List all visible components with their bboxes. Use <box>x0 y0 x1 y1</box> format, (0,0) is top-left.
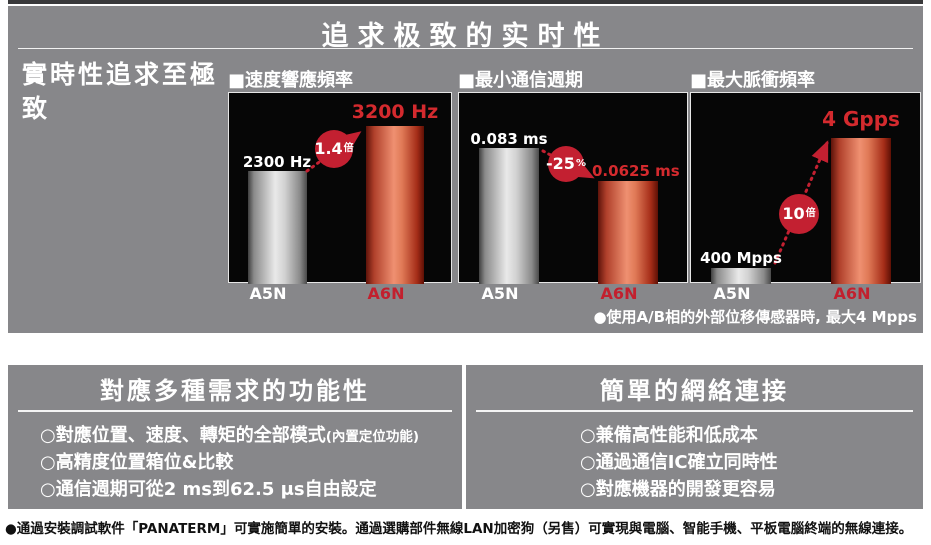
chart2-panel: 0.083 ms 0.0625 ms -25% <box>458 92 688 284</box>
list-item: ○通信週期可從2 ms到62.5 μs自由設定 <box>40 475 377 501</box>
charts-footnote: ●使用A/B相的外部位移傳感器時, 最大4 Mpps <box>593 308 917 326</box>
list-item-text: ○通信週期可從2 ms到62.5 μs自由設定 <box>40 479 377 500</box>
network-box: 簡單的網絡連接 ○兼備高性能和低成本 ○通過通信IC確立同時性 ○對應機器的開發… <box>466 365 923 509</box>
list-item: ○對應機器的開發更容易 <box>580 475 776 501</box>
a5n-bar <box>479 148 539 284</box>
badge-main: -25 <box>546 154 575 173</box>
chart3-panel: 400 Mpps 4 Gpps 10 倍 <box>690 92 921 284</box>
section-title: 追求极致的实时性 <box>321 21 610 52</box>
ratio-badge: 1.4 倍 <box>314 130 354 168</box>
functions-box-title: 對應多種需求的功能性 <box>100 377 370 405</box>
a6n-value: 3200 Hz <box>351 101 439 123</box>
list-item: ○兼備高性能和低成本 <box>580 421 758 447</box>
chart1-a6n-label: A6N <box>367 284 405 303</box>
bottom-note: ●通過安裝調試軟件「PANATERM」可實施簡單的安裝。通過選購部件無線LAN加… <box>5 521 913 537</box>
badge-suffix: % <box>575 158 586 169</box>
chart2-a6n-label: A6N <box>600 284 638 303</box>
chart1-panel: 2300 Hz 3200 Hz 1.4 倍 <box>228 92 452 284</box>
ratio-badge: 10 倍 <box>779 194 819 234</box>
a5n-value: 2300 Hz <box>242 153 312 171</box>
chart1-header: ■速度響應頻率 <box>228 70 354 91</box>
a6n-bar <box>831 138 891 284</box>
realtime-section: 追求极致的实时性 實時性追求至極致 ■速度響應頻率 ■最小通信週期 ■最大脈衝頻… <box>8 6 923 333</box>
list-item: ○通過通信IC確立同時性 <box>580 448 778 474</box>
section-label: 實時性追求至極致 <box>22 60 219 123</box>
network-box-title: 簡單的網絡連接 <box>600 377 789 405</box>
badge-main: 10 <box>782 204 805 223</box>
a5n-value: 400 Mpps <box>700 249 782 267</box>
chart3-header: ■最大脈衝頻率 <box>690 70 816 91</box>
list-item-note: (內置定位功能) <box>325 429 420 445</box>
network-box-underline <box>476 410 913 412</box>
functions-box-underline <box>18 410 452 412</box>
a6n-bar <box>366 126 424 284</box>
chart2-header: ■最小通信週期 <box>458 70 584 91</box>
list-item-text: ○高精度位置箱位&比較 <box>40 452 234 473</box>
list-item-text: ○對應位置、速度、轉矩的全部模式 <box>40 425 326 446</box>
badge-suffix: 倍 <box>805 208 816 219</box>
ratio-badge: -25% <box>546 146 586 182</box>
chart1-a5n-label: A5N <box>249 284 287 303</box>
a6n-value: 0.0625 ms <box>592 162 680 180</box>
list-item-text: ○對應機器的開發更容易 <box>580 479 776 500</box>
top-crop-strip <box>8 0 923 4</box>
a6n-bar <box>598 181 658 284</box>
list-item: ○高精度位置箱位&比較 <box>40 448 233 474</box>
a6n-value: 4 Gpps <box>822 107 900 131</box>
a5n-bar <box>248 171 307 284</box>
badge-main: 1.4 <box>314 139 343 158</box>
reduction-arrow-icon <box>541 149 595 179</box>
chart3-a6n-label: A6N <box>833 284 871 303</box>
a5n-bar <box>711 268 771 284</box>
list-item-text: ○通過通信IC確立同時性 <box>580 452 778 473</box>
title-underline <box>18 48 913 49</box>
a5n-value: 0.083 ms <box>470 130 548 148</box>
functions-box: 對應多種需求的功能性 ○對應位置、速度、轉矩的全部模式(內置定位功能) ○高精度… <box>8 365 462 509</box>
list-item: ○對應位置、速度、轉矩的全部模式(內置定位功能) <box>40 421 419 447</box>
chart2-a5n-label: A5N <box>481 284 519 303</box>
badge-suffix: 倍 <box>343 143 354 154</box>
chart3-a5n-label: A5N <box>713 284 751 303</box>
list-item-text: ○兼備高性能和低成本 <box>580 425 758 446</box>
